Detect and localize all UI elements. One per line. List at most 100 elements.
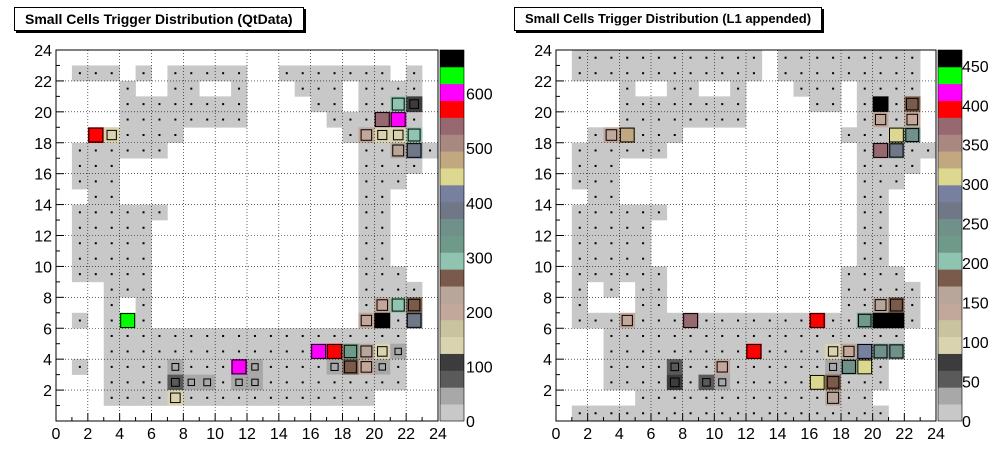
cell-dot: [397, 87, 400, 90]
cell-dot: [397, 180, 400, 183]
cell-dot: [784, 72, 787, 75]
cell-dot: [911, 72, 914, 75]
heatmap-cell: [390, 343, 407, 360]
cell-dot: [911, 319, 914, 322]
cell-dot: [832, 72, 835, 75]
cell-dot: [110, 211, 113, 214]
cell-dot: [594, 180, 597, 183]
cell-dot: [642, 412, 645, 415]
cell-box: [376, 299, 389, 311]
cell-dot: [879, 56, 882, 59]
heatmap-cell: [406, 127, 423, 144]
cell-dot: [816, 396, 819, 399]
cell-box: [343, 344, 358, 359]
cell-box: [619, 127, 635, 143]
cell-dot: [269, 350, 272, 353]
cell-box: [360, 345, 373, 358]
cell-box: [360, 314, 373, 327]
cell-box: [251, 363, 259, 371]
cell-dot: [413, 288, 416, 291]
colorbar-tick-label: 450: [962, 59, 989, 76]
cell-dot: [190, 87, 193, 90]
heatmap-cell: [103, 127, 120, 144]
heatmap-cell: [682, 312, 699, 329]
cell-dot: [190, 72, 193, 75]
heatmap-cell: [825, 390, 842, 406]
cell-dot: [863, 118, 866, 121]
colorbar-swatch: [938, 134, 962, 152]
heatmap-cell: [603, 127, 620, 144]
cell-dot: [594, 134, 597, 137]
cell-dot: [142, 226, 145, 229]
cell-dot: [689, 350, 692, 353]
cell-dot: [642, 211, 645, 214]
cell-dot: [365, 72, 368, 75]
colorbar-tick-label: 500: [466, 141, 493, 158]
cell-dot: [110, 350, 113, 353]
heatmap-cell: [904, 127, 921, 144]
cell-dot: [253, 334, 256, 337]
cell-dot: [94, 273, 97, 276]
colorbar-tick-label: 250: [962, 217, 989, 234]
cell-dot: [158, 211, 161, 214]
cell-dot: [285, 350, 288, 353]
colorbar-swatch: [440, 252, 464, 270]
cell-dot: [879, 381, 882, 384]
cell-dot: [578, 304, 581, 307]
cell-box: [857, 359, 873, 375]
cell-dot: [381, 334, 384, 337]
heatmap-cell: [406, 297, 423, 314]
y-tick-label: 24: [34, 43, 52, 60]
y-tick-label: 22: [534, 74, 552, 91]
cell-dot: [594, 273, 597, 276]
x-tick-label: 22: [895, 426, 913, 443]
cell-dot: [689, 396, 692, 399]
cell-dot: [737, 365, 740, 368]
cell-dot: [190, 118, 193, 121]
heatmap-cell: [342, 343, 359, 360]
heatmap-cell: [358, 343, 375, 360]
cell-box: [170, 392, 181, 404]
cell-dot: [610, 164, 613, 167]
cell-dot: [705, 396, 708, 399]
x-tick-label: 6: [147, 426, 156, 443]
cell-dot: [657, 334, 660, 337]
cell-dot: [269, 381, 272, 384]
cell-dot: [784, 350, 787, 353]
cell-dot: [126, 350, 129, 353]
cell-dot: [784, 365, 787, 368]
cell-dot: [365, 195, 368, 198]
colorbar-swatch: [938, 370, 962, 388]
x-tick-label: 0: [52, 426, 61, 443]
cell-dot: [657, 381, 660, 384]
heatmap-cell: [374, 297, 391, 314]
heatmap-cell: [666, 374, 683, 391]
colorbar-swatch: [938, 201, 962, 220]
colorbar-tick-label: 400: [466, 196, 493, 213]
cell-dot: [269, 365, 272, 368]
cell-dot: [142, 350, 145, 353]
cell-box: [873, 143, 889, 158]
cell-dot: [768, 412, 771, 415]
cell-dot: [594, 412, 597, 415]
cell-dot: [222, 118, 225, 121]
cell-dot: [190, 103, 193, 106]
cell-dot: [642, 319, 645, 322]
cell-dot: [126, 118, 129, 121]
cell-dot: [657, 412, 660, 415]
cell-dot: [365, 273, 368, 276]
cell-dot: [365, 87, 368, 90]
cell-dot: [222, 334, 225, 337]
y-tick-label: 4: [543, 352, 552, 369]
cell-dot: [768, 350, 771, 353]
cell-dot: [847, 288, 850, 291]
cell-dot: [365, 334, 368, 337]
cell-dot: [126, 365, 129, 368]
colorbar-tick-label: 0: [466, 414, 475, 431]
cell-dot: [863, 164, 866, 167]
heatmap-cell: [888, 297, 905, 314]
cell-dot: [110, 149, 113, 152]
cell-dot: [578, 257, 581, 260]
cell-dot: [333, 103, 336, 106]
cell-box: [360, 361, 373, 373]
